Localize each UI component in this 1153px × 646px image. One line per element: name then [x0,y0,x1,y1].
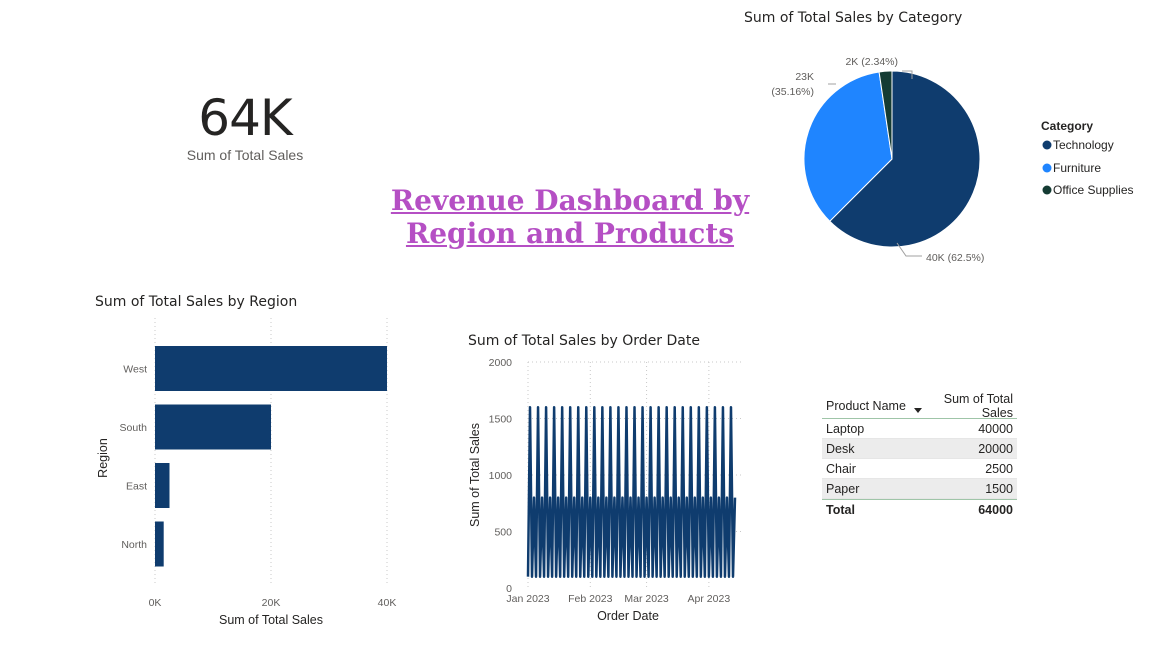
table-total-label: Total [826,503,855,517]
region-bar-east[interactable] [155,463,170,508]
region-y-axis-title: Region [96,438,110,478]
region-chart-title: Sum of Total Sales by Region [95,294,298,310]
sort-descending-icon[interactable] [914,408,922,413]
pie-slice-furniture[interactable] [803,71,893,222]
region-bar-south[interactable] [155,404,271,450]
region-bar-chart[interactable]: West South East North 0K 20K 40K Sum of Total… [90,318,420,633]
date-y-tick-label: 0 [506,583,512,595]
date-x-axis-title: Order Date [597,609,659,623]
table-cell: 20000 [978,441,1013,456]
table-cell: Paper [826,481,860,496]
date-y-tick-label: 500 [494,527,512,539]
date-x-tick-label: Jan 2023 [506,593,549,605]
table-row[interactable]: Paper 1500 [822,479,1017,499]
table-header-product[interactable]: Product Name [826,398,906,413]
legend-item-technology[interactable]: Technology [1042,138,1114,152]
legend-label-office-supplies: Office Supplies [1053,183,1134,197]
date-y-tick-label: 1000 [489,470,513,482]
date-y-tick-label: 2000 [489,357,513,369]
region-category-label: East [126,481,147,493]
legend-marker-office-supplies [1042,185,1052,195]
date-x-tick-label: Feb 2023 [568,593,613,605]
date-line-chart[interactable]: 0 500 1000 1500 2000 Jan 2023 Feb 2023 Mar 202… [462,350,752,630]
kpi-label: Sum of Total Sales [186,147,304,163]
legend-marker-technology [1042,140,1052,150]
region-bar-north[interactable] [155,521,164,567]
pie-label-furniture-value: 23K [795,71,814,83]
pie-leader-technology [896,242,922,257]
pie-chart[interactable]: 2K (2.34%) 23K (35.16%) 40K (62.5%) Cate… [760,40,1153,280]
pie-leader-office-supplies [902,70,913,79]
table-cell: 40000 [978,421,1013,436]
date-x-tick-label: Apr 2023 [688,593,731,605]
table-cell: 2500 [985,461,1013,476]
pie-label-furniture-percent: (35.16%) [771,86,814,98]
dashboard-title: Revenue Dashboard by Region and Products [375,184,765,250]
pie-slice-technology[interactable] [829,70,981,248]
date-y-tick-label: 1500 [489,414,513,426]
table-cell: Desk [826,441,855,456]
table-row[interactable]: Laptop 40000 [822,419,1017,439]
table-total-row: Total 64000 [822,499,1017,520]
table-row[interactable]: Chair 2500 [822,459,1017,479]
table-cell: 1500 [985,481,1013,496]
date-series-line[interactable] [526,405,737,578]
legend-marker-furniture [1042,163,1052,173]
pie-label-technology: 40K (62.5%) [926,252,984,264]
legend-title: Category [1041,119,1093,133]
region-x-tick-label: 40K [378,597,397,609]
pie-chart-title: Sum of Total Sales by Category [744,10,963,26]
table-cell: Laptop [826,421,865,436]
table-cell: Chair [826,461,856,476]
region-x-tick-label: 0K [149,597,162,609]
legend-label-furniture: Furniture [1053,161,1101,175]
table-header: Product Name Sum of Total Sales [822,391,1017,420]
pie-label-office-supplies: 2K (2.34%) [845,56,898,68]
date-chart-title: Sum of Total Sales by Order Date [468,333,700,349]
region-bar-west[interactable] [155,346,387,391]
product-table[interactable]: Product Name Sum of Total Sales Laptop 4… [822,391,1017,520]
legend-item-furniture[interactable]: Furniture [1042,161,1102,175]
table-header-sales[interactable]: Sum of Total Sales [943,391,1013,420]
table-total-value: 64000 [978,503,1013,517]
region-category-label: West [123,364,147,376]
dashboard-title-line1: Revenue Dashboard by [390,184,750,217]
pie-slice-office-supplies[interactable] [878,70,893,160]
region-category-label: South [120,422,148,434]
legend-item-office-supplies[interactable]: Office Supplies [1042,183,1134,197]
date-y-axis-title: Sum of Total Sales [468,423,482,527]
dashboard-title-line2: Region and Products [405,217,735,250]
region-category-label: North [121,539,147,551]
kpi-value: 64K [198,89,292,147]
region-x-tick-label: 20K [262,597,281,609]
table-row[interactable]: Desk 20000 [822,439,1017,459]
date-x-tick-label: Mar 2023 [624,593,669,605]
region-x-axis-title: Sum of Total Sales [219,613,323,627]
legend-label-technology: Technology [1053,138,1114,152]
